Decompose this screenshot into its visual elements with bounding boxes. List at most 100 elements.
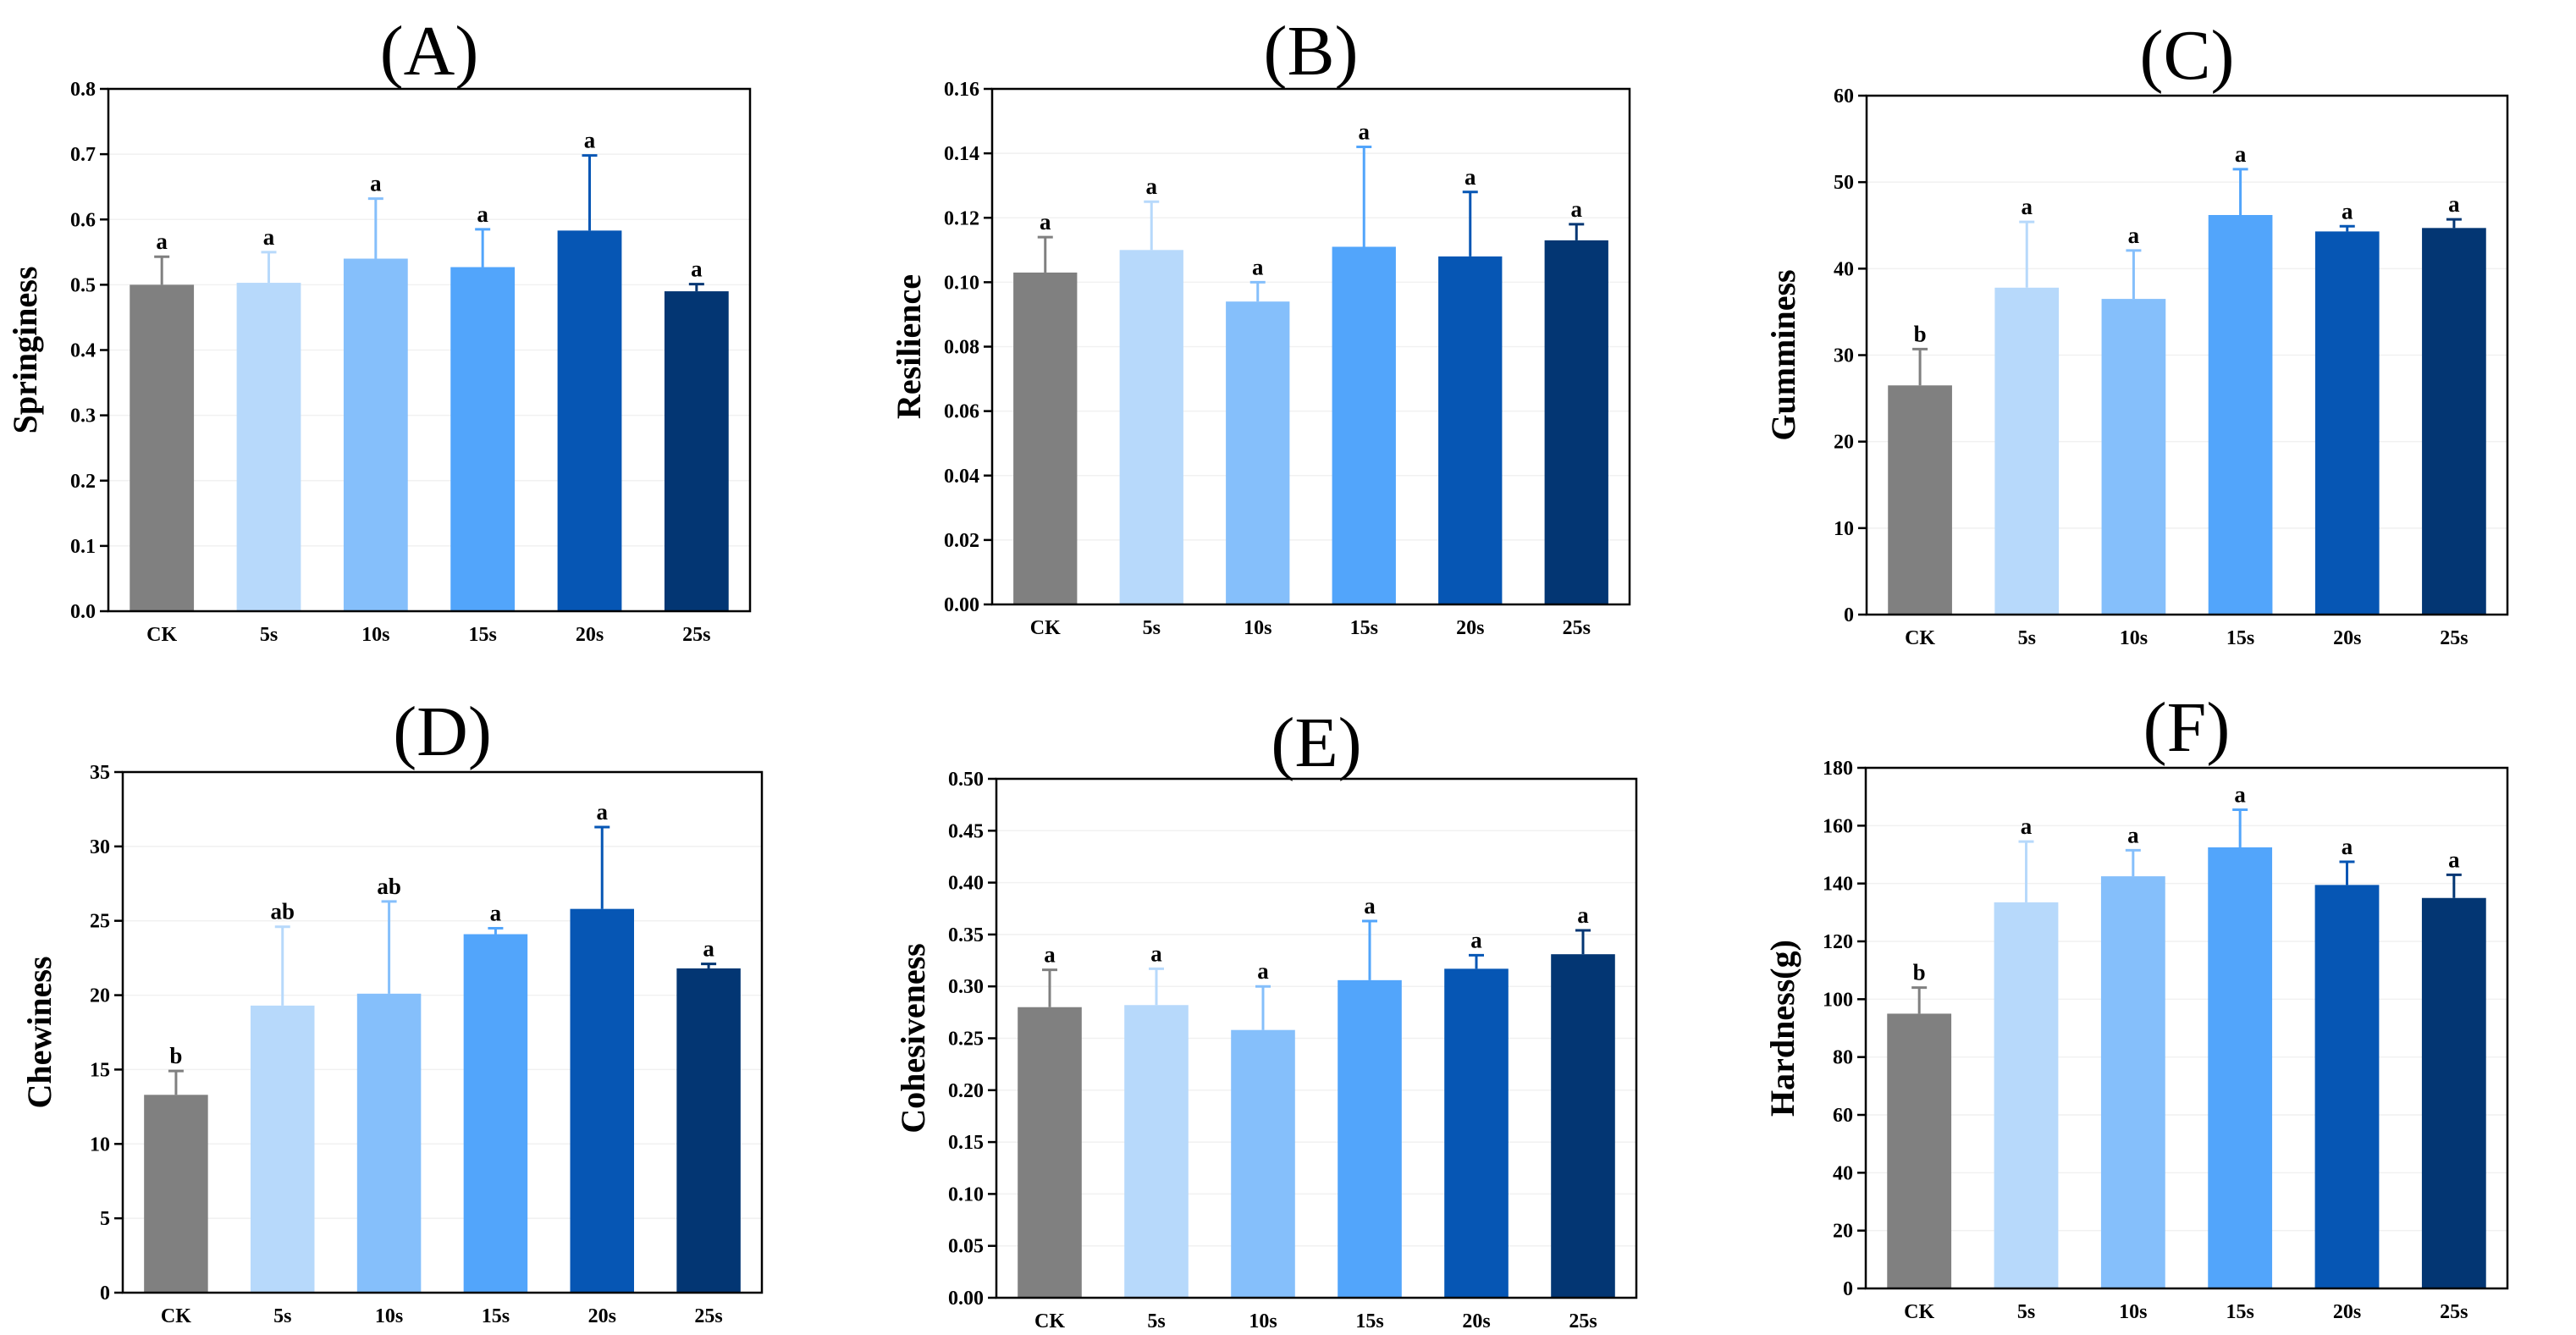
y-tick-label: 10: [1834, 518, 1854, 540]
bar-25s: [676, 968, 741, 1293]
y-tick-label: 0.2: [70, 471, 96, 493]
significance-letter: a: [1364, 893, 1376, 919]
y-tick-label: 35: [90, 762, 110, 784]
error-bar-ck: [154, 255, 170, 285]
x-tick-label: 10s: [1244, 617, 1271, 639]
significance-letter: a: [1146, 174, 1158, 199]
error-bar-15s: [1356, 146, 1372, 247]
bar-5s: [1994, 902, 2059, 1288]
x-tick-label: CK: [161, 1305, 191, 1327]
y-tick-label: 0.20: [948, 1080, 984, 1102]
x-tick-label: 10s: [2120, 627, 2148, 649]
significance-letter: a: [2128, 223, 2140, 248]
y-tick-label: 0.06: [944, 401, 979, 423]
x-tick-label: 15s: [2226, 1301, 2253, 1323]
bar-20s: [2314, 885, 2380, 1288]
error-bar-20s: [2339, 224, 2355, 232]
bar-15s: [1338, 979, 1402, 1298]
bar-15s: [2208, 847, 2273, 1288]
y-tick-label: 0.40: [948, 873, 984, 895]
error-bar-5s: [2019, 220, 2035, 288]
x-tick-label: 15s: [1350, 617, 1378, 639]
x-tick-label: 25s: [682, 624, 710, 646]
x-tick-label: 20s: [576, 624, 604, 646]
bar-20s: [557, 230, 622, 611]
y-tick-label: 0.08: [944, 337, 979, 359]
error-bar-25s: [701, 963, 717, 968]
y-tick-label: 25: [90, 911, 110, 933]
y-tick-label: 0.4: [70, 340, 96, 362]
error-bar-10s: [367, 197, 383, 259]
x-tick-label: CK: [1030, 617, 1061, 639]
y-tick-label: 0: [1844, 604, 1854, 626]
y-tick-label: 60: [1834, 86, 1854, 108]
y-tick-label: 30: [1834, 345, 1854, 367]
y-tick-label: 0.00: [944, 594, 979, 616]
x-tick-label: 5s: [2018, 627, 2036, 649]
y-tick-label: 50: [1834, 172, 1854, 194]
y-tick-label: 0.25: [948, 1029, 984, 1051]
y-axis-title: Resilience: [890, 274, 928, 419]
panel-title: (D): [393, 692, 492, 771]
y-tick-label: 0.02: [944, 530, 979, 552]
significance-letter: a: [477, 201, 488, 227]
bar-ck: [144, 1095, 208, 1293]
significance-letter: a: [703, 936, 714, 962]
error-bar-10s: [2126, 249, 2142, 300]
y-tick-label: 0.10: [944, 272, 979, 294]
plot-frame: [1864, 766, 2509, 1290]
y-tick-label: 0.15: [948, 1132, 984, 1154]
bar-15s: [450, 267, 516, 611]
error-bar-25s: [2446, 218, 2462, 229]
x-tick-label: 20s: [588, 1305, 616, 1327]
bar-10s: [1231, 1029, 1295, 1298]
x-tick-label: CK: [1904, 1301, 1934, 1323]
y-tick-label: 0.12: [944, 207, 979, 229]
bar-5s: [1124, 1005, 1189, 1298]
bar-20s: [1444, 968, 1509, 1298]
bar-ck: [1887, 1013, 1952, 1288]
error-bar-20s: [2339, 860, 2355, 885]
y-tick-label: 120: [1823, 931, 1853, 953]
x-tick-label: 10s: [1249, 1310, 1277, 1332]
bar-5s: [236, 283, 301, 611]
bar-10s: [2101, 299, 2166, 615]
x-tick-label: 10s: [361, 624, 389, 646]
y-tick-label: 0.30: [948, 976, 984, 998]
error-bar-ck: [1912, 347, 1928, 386]
y-tick-label: 40: [1834, 258, 1854, 280]
y-tick-label: 0.8: [70, 79, 96, 101]
significance-letter: a: [1150, 941, 1162, 966]
bar-ck: [1018, 1007, 1082, 1298]
error-bar-10s: [381, 900, 397, 994]
y-tick-label: 0: [100, 1283, 110, 1305]
error-bar-15s: [1362, 919, 1377, 980]
error-bar-ck: [1037, 235, 1053, 273]
y-axis-title: Hardness(g): [1763, 940, 1801, 1117]
x-tick-label: 20s: [2333, 1301, 2361, 1323]
y-tick-label: 180: [1823, 758, 1853, 780]
bar-25s: [2421, 897, 2486, 1288]
error-bar-ck: [1042, 968, 1057, 1007]
bar-10s: [1226, 301, 1290, 604]
x-tick-label: CK: [146, 624, 177, 646]
y-axis-title: Chewiness: [20, 956, 58, 1108]
error-bar-5s: [261, 251, 277, 284]
bar-25s: [664, 291, 729, 611]
significance-letter: a: [1257, 958, 1269, 984]
y-axis-title: Cohesiveness: [894, 943, 932, 1133]
error-bar-15s: [2232, 808, 2248, 847]
y-tick-label: 60: [1833, 1105, 1853, 1127]
y-tick-label: 0.16: [944, 79, 979, 101]
significance-letter: a: [2022, 194, 2033, 219]
bar-5s: [1994, 287, 2060, 615]
error-bar-25s: [1575, 929, 1591, 955]
error-bar-25s: [2446, 873, 2462, 898]
significance-letter: a: [1470, 927, 1482, 952]
x-tick-label: 15s: [468, 624, 496, 646]
x-tick-label: 25s: [2440, 627, 2468, 649]
bar-10s: [343, 258, 408, 611]
significance-letter: a: [2021, 814, 2033, 839]
significance-letter: a: [2448, 191, 2460, 217]
